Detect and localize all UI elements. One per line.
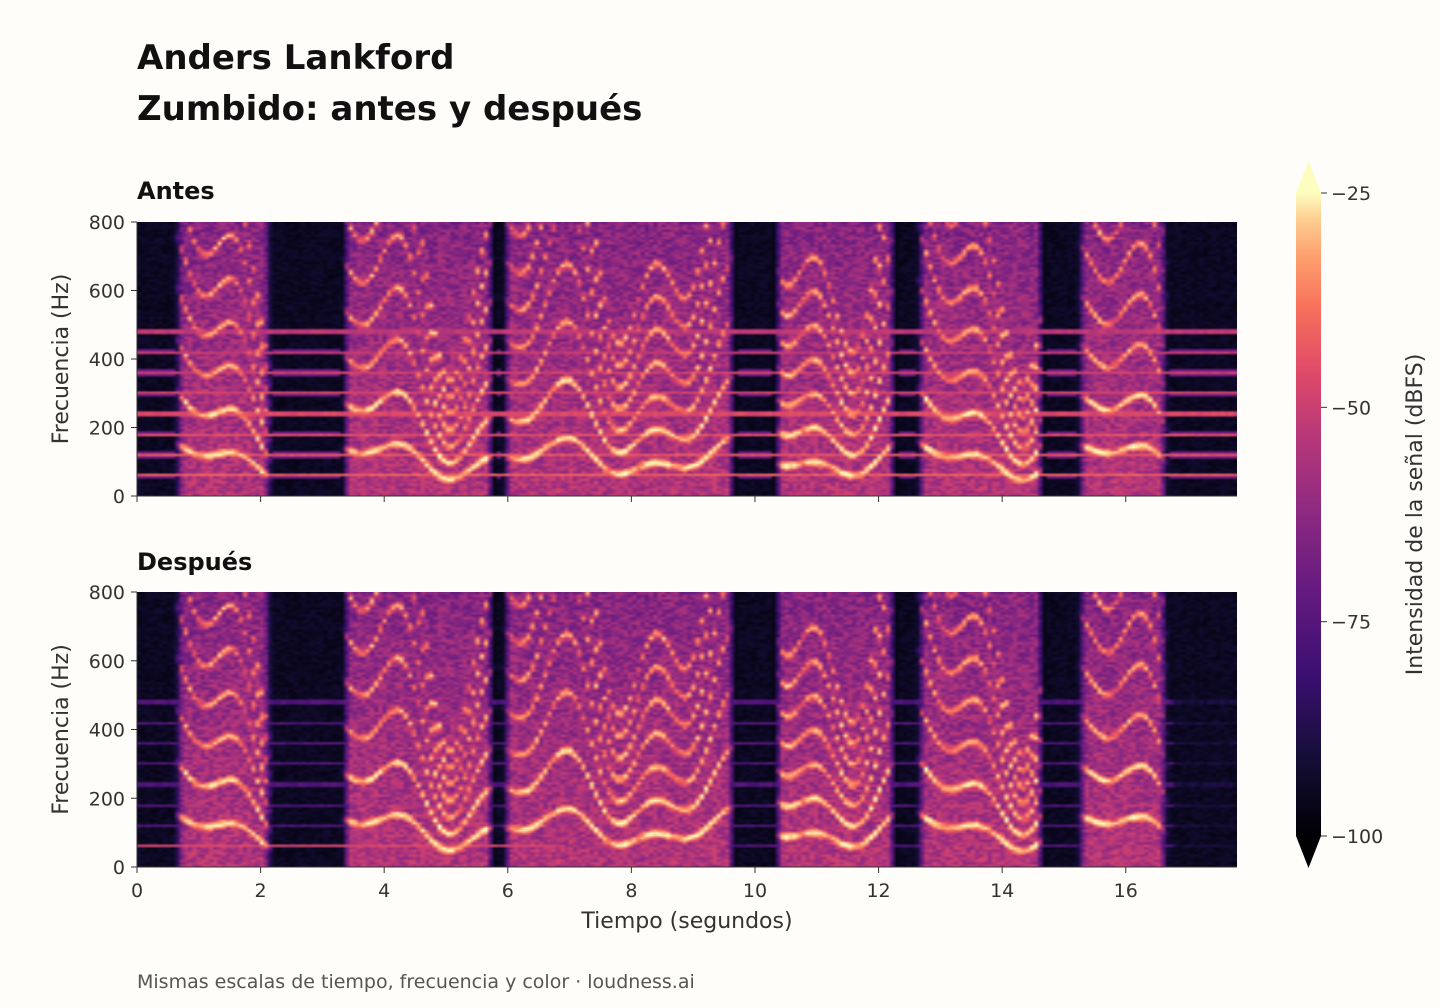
y-tick-label: 0 — [113, 486, 125, 508]
x-tick-label: 12 — [866, 880, 890, 902]
x-tick-label: 10 — [743, 880, 767, 902]
y-tick-label: 400 — [89, 720, 125, 742]
colorbar-tick-label: −25 — [1331, 183, 1371, 205]
y-tick-label: 200 — [89, 418, 125, 440]
colorbar-tick-label: −100 — [1331, 826, 1383, 848]
x-tick-label: 6 — [502, 880, 514, 902]
colorbar-gradient — [1296, 193, 1321, 836]
spectrogram-heatmap — [137, 222, 1237, 496]
chart-title-line1: Anders Lankford — [137, 38, 455, 78]
panel-title-despues: Después — [137, 548, 253, 576]
y-tick-label: 600 — [89, 281, 125, 303]
colorbar-extend-bottom — [1296, 836, 1321, 868]
x-tick-label: 16 — [1114, 880, 1138, 902]
panel-title-antes: Antes — [137, 177, 215, 205]
y-axis-label: Frecuencia (Hz) — [49, 274, 74, 445]
x-tick-label: 4 — [378, 880, 390, 902]
panel-0: 0 200 400 600 800 Frecuencia (Hz) — [49, 212, 1237, 508]
x-tick-label: 14 — [990, 880, 1014, 902]
y-tick-label: 600 — [89, 651, 125, 673]
y-tick-label: 400 — [89, 349, 125, 371]
colorbar: −25 −50 −75 −100 Intensidad de la señal (dBF… — [1296, 161, 1428, 868]
y-tick-label: 200 — [89, 788, 125, 810]
panel-1: 0 200 400 600 800 0 2 4 6 8 10 12 14 16 Frecuencia (Hz… — [49, 582, 1237, 934]
y-tick-label: 0 — [113, 857, 125, 879]
y-axis-label: Frecuencia (Hz) — [49, 644, 74, 815]
footer-note: Mismas escalas de tiempo, frecuencia y c… — [137, 971, 695, 993]
x-tick-label: 2 — [255, 880, 267, 902]
x-tick-label: 0 — [131, 880, 143, 902]
x-tick-label: 8 — [625, 880, 637, 902]
colorbar-extend-top — [1296, 161, 1321, 193]
colorbar-tick-label: −75 — [1331, 612, 1371, 634]
y-tick-label: 800 — [89, 212, 125, 234]
chart-title-line2: Zumbido: antes y después — [137, 89, 643, 129]
colorbar-tick-label: −50 — [1331, 397, 1371, 419]
x-axis-label: Tiempo (segundos) — [580, 909, 792, 934]
colorbar-label: Intensidad de la señal (dBFS) — [1403, 354, 1428, 676]
y-tick-label: 800 — [89, 582, 125, 604]
spectrogram-heatmap — [137, 592, 1237, 867]
